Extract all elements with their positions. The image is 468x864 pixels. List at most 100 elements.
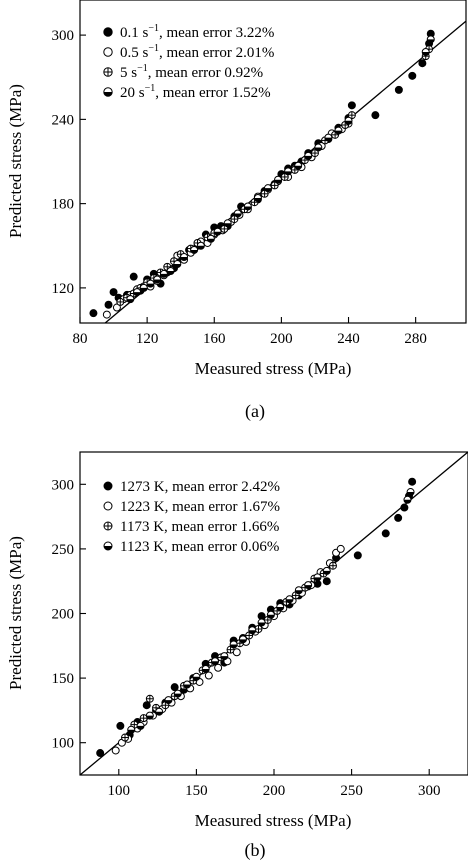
data-point-half-filled-circle [190,245,199,254]
y-axis-label-a: Predicted stress (MPa) [6,84,25,238]
legend-entry: 20 s−1, mean error 1.52% [103,83,271,101]
data-point-half-filled-circle [159,269,168,278]
data-point-half-filled-circle [180,252,189,261]
data-point-filled-circle [418,59,427,68]
chart-panel-a: 80 120 160 200 240 280 120 180 240 300 Measured s… [6,0,467,422]
data-point-crossed-circle [121,733,130,742]
legend-b: 1273 K, mean error 2.42% 1223 K, mean err… [103,479,280,555]
data-point-half-filled-circle [136,721,145,730]
legend-marker-crossed-circle [103,67,113,77]
data-point-filled-circle [347,101,356,110]
data-point-half-filled-circle [145,711,154,720]
legend-label-tail: , mean error 0.92% [148,65,263,81]
legend-label-superscript: −1 [137,63,148,74]
y-tick-label: 150 [52,671,75,687]
legend-entry: 1223 K, mean error 1.67% [103,499,280,515]
data-point-half-filled-circle [243,202,252,211]
axis-ticks-b: 100 150 200 250 300 100 150 200 250 300 [52,477,441,799]
data-point-half-filled-circle [294,161,303,170]
data-point-crossed-circle [310,149,319,158]
data-point-crossed-circle [139,714,148,723]
data-point-half-filled-circle [126,295,135,304]
data-point-filled-circle [142,701,151,710]
y-tick-label: 300 [52,477,75,493]
data-point-filled-circle [129,272,138,281]
data-point-half-filled-circle [406,488,415,497]
x-tick-label: 300 [418,783,441,799]
data-point-filled-circle [322,577,331,586]
data-point-half-filled-circle [139,283,148,292]
legend-label: 0.5 s−1, mean error 2.01% [120,43,274,61]
data-point-crossed-circle [270,181,279,190]
data-point-half-filled-circle [334,126,343,135]
data-point-half-filled-circle [201,665,210,674]
y-tick-label: 250 [52,542,75,558]
data-point-filled-circle [371,111,380,120]
data-point-half-filled-circle [426,35,435,44]
data-point-half-filled-circle [183,680,192,689]
data-point-half-filled-circle [153,275,162,284]
legend-label-superscript: −1 [148,23,159,34]
data-point-crossed-circle [328,561,337,570]
data-point-filled-circle [89,309,98,318]
data-point-half-filled-circle [166,267,175,276]
x-tick-label: 120 [136,331,159,347]
y-tick-label: 120 [52,281,75,297]
y-tick-label: 300 [52,28,75,44]
x-tick-label: 200 [270,331,293,347]
data-point-half-filled-circle [220,652,229,661]
data-point-open-circle [204,671,213,680]
legend-label: 20 s−1, mean error 1.52% [120,83,271,101]
legend-label-tail: , mean error 1.52% [155,85,270,101]
y-tick-label: 180 [52,197,75,213]
legend-entry: 5 s−1, mean error 0.92% [103,63,263,81]
data-point-half-filled-circle [304,581,313,590]
legend-label: 1123 K, mean error 0.06% [120,539,279,555]
legend-label-main: 20 s [120,85,145,101]
data-point-half-filled-circle [206,234,215,243]
x-tick-label: 200 [263,783,286,799]
data-point-filled-circle [381,529,390,538]
data-point-filled-circle [353,551,362,560]
data-point-half-filled-circle [344,116,353,125]
legend-label-main: 5 s [120,65,137,81]
legend-label-main: 0.5 s [120,45,149,61]
x-tick-label: 240 [337,331,360,347]
data-point-crossed-circle [116,297,125,306]
data-point-half-filled-circle [285,595,294,604]
data-point-half-filled-circle [403,495,412,504]
data-point-filled-circle [257,612,266,621]
x-tick-label: 160 [203,331,226,347]
data-point-half-filled-circle [421,47,430,56]
data-point-half-filled-circle [238,635,247,644]
data-point-half-filled-circle [314,143,323,152]
x-axis-label-b: Measured stress (MPa) [195,811,352,830]
data-point-half-filled-circle [133,288,142,297]
data-point-half-filled-circle [164,696,173,705]
legend-label-superscript: −1 [148,43,159,54]
legend-entry: 1123 K, mean error 0.06% [103,539,279,555]
x-tick-label: 250 [340,783,363,799]
data-point-half-filled-circle [294,586,303,595]
legend-entry: 0.5 s−1, mean error 2.01% [103,43,274,61]
legend-label: 5 s−1, mean error 0.92% [120,63,263,81]
x-axis-label-a: Measured stress (MPa) [195,359,352,378]
y-tick-label: 240 [52,112,75,128]
data-point-half-filled-circle [233,209,242,218]
data-point-half-filled-circle [127,725,136,734]
data-point-half-filled-circle [276,603,285,612]
data-point-half-filled-circle [229,640,238,649]
data-point-half-filled-circle [263,184,272,193]
y-tick-label: 100 [52,736,75,752]
data-point-crossed-circle [347,111,356,120]
data-point-filled-circle [116,721,125,730]
legend-marker-crossed-circle [103,521,113,531]
data-point-filled-circle [109,288,118,297]
legend-label: 1223 K, mean error 1.67% [120,499,280,515]
data-point-half-filled-circle [274,175,283,184]
data-point-filled-circle [408,477,417,486]
data-point-half-filled-circle [211,657,220,666]
legend-label-tail: , mean error 2.01% [159,45,274,61]
x-tick-label: 80 [73,331,88,347]
